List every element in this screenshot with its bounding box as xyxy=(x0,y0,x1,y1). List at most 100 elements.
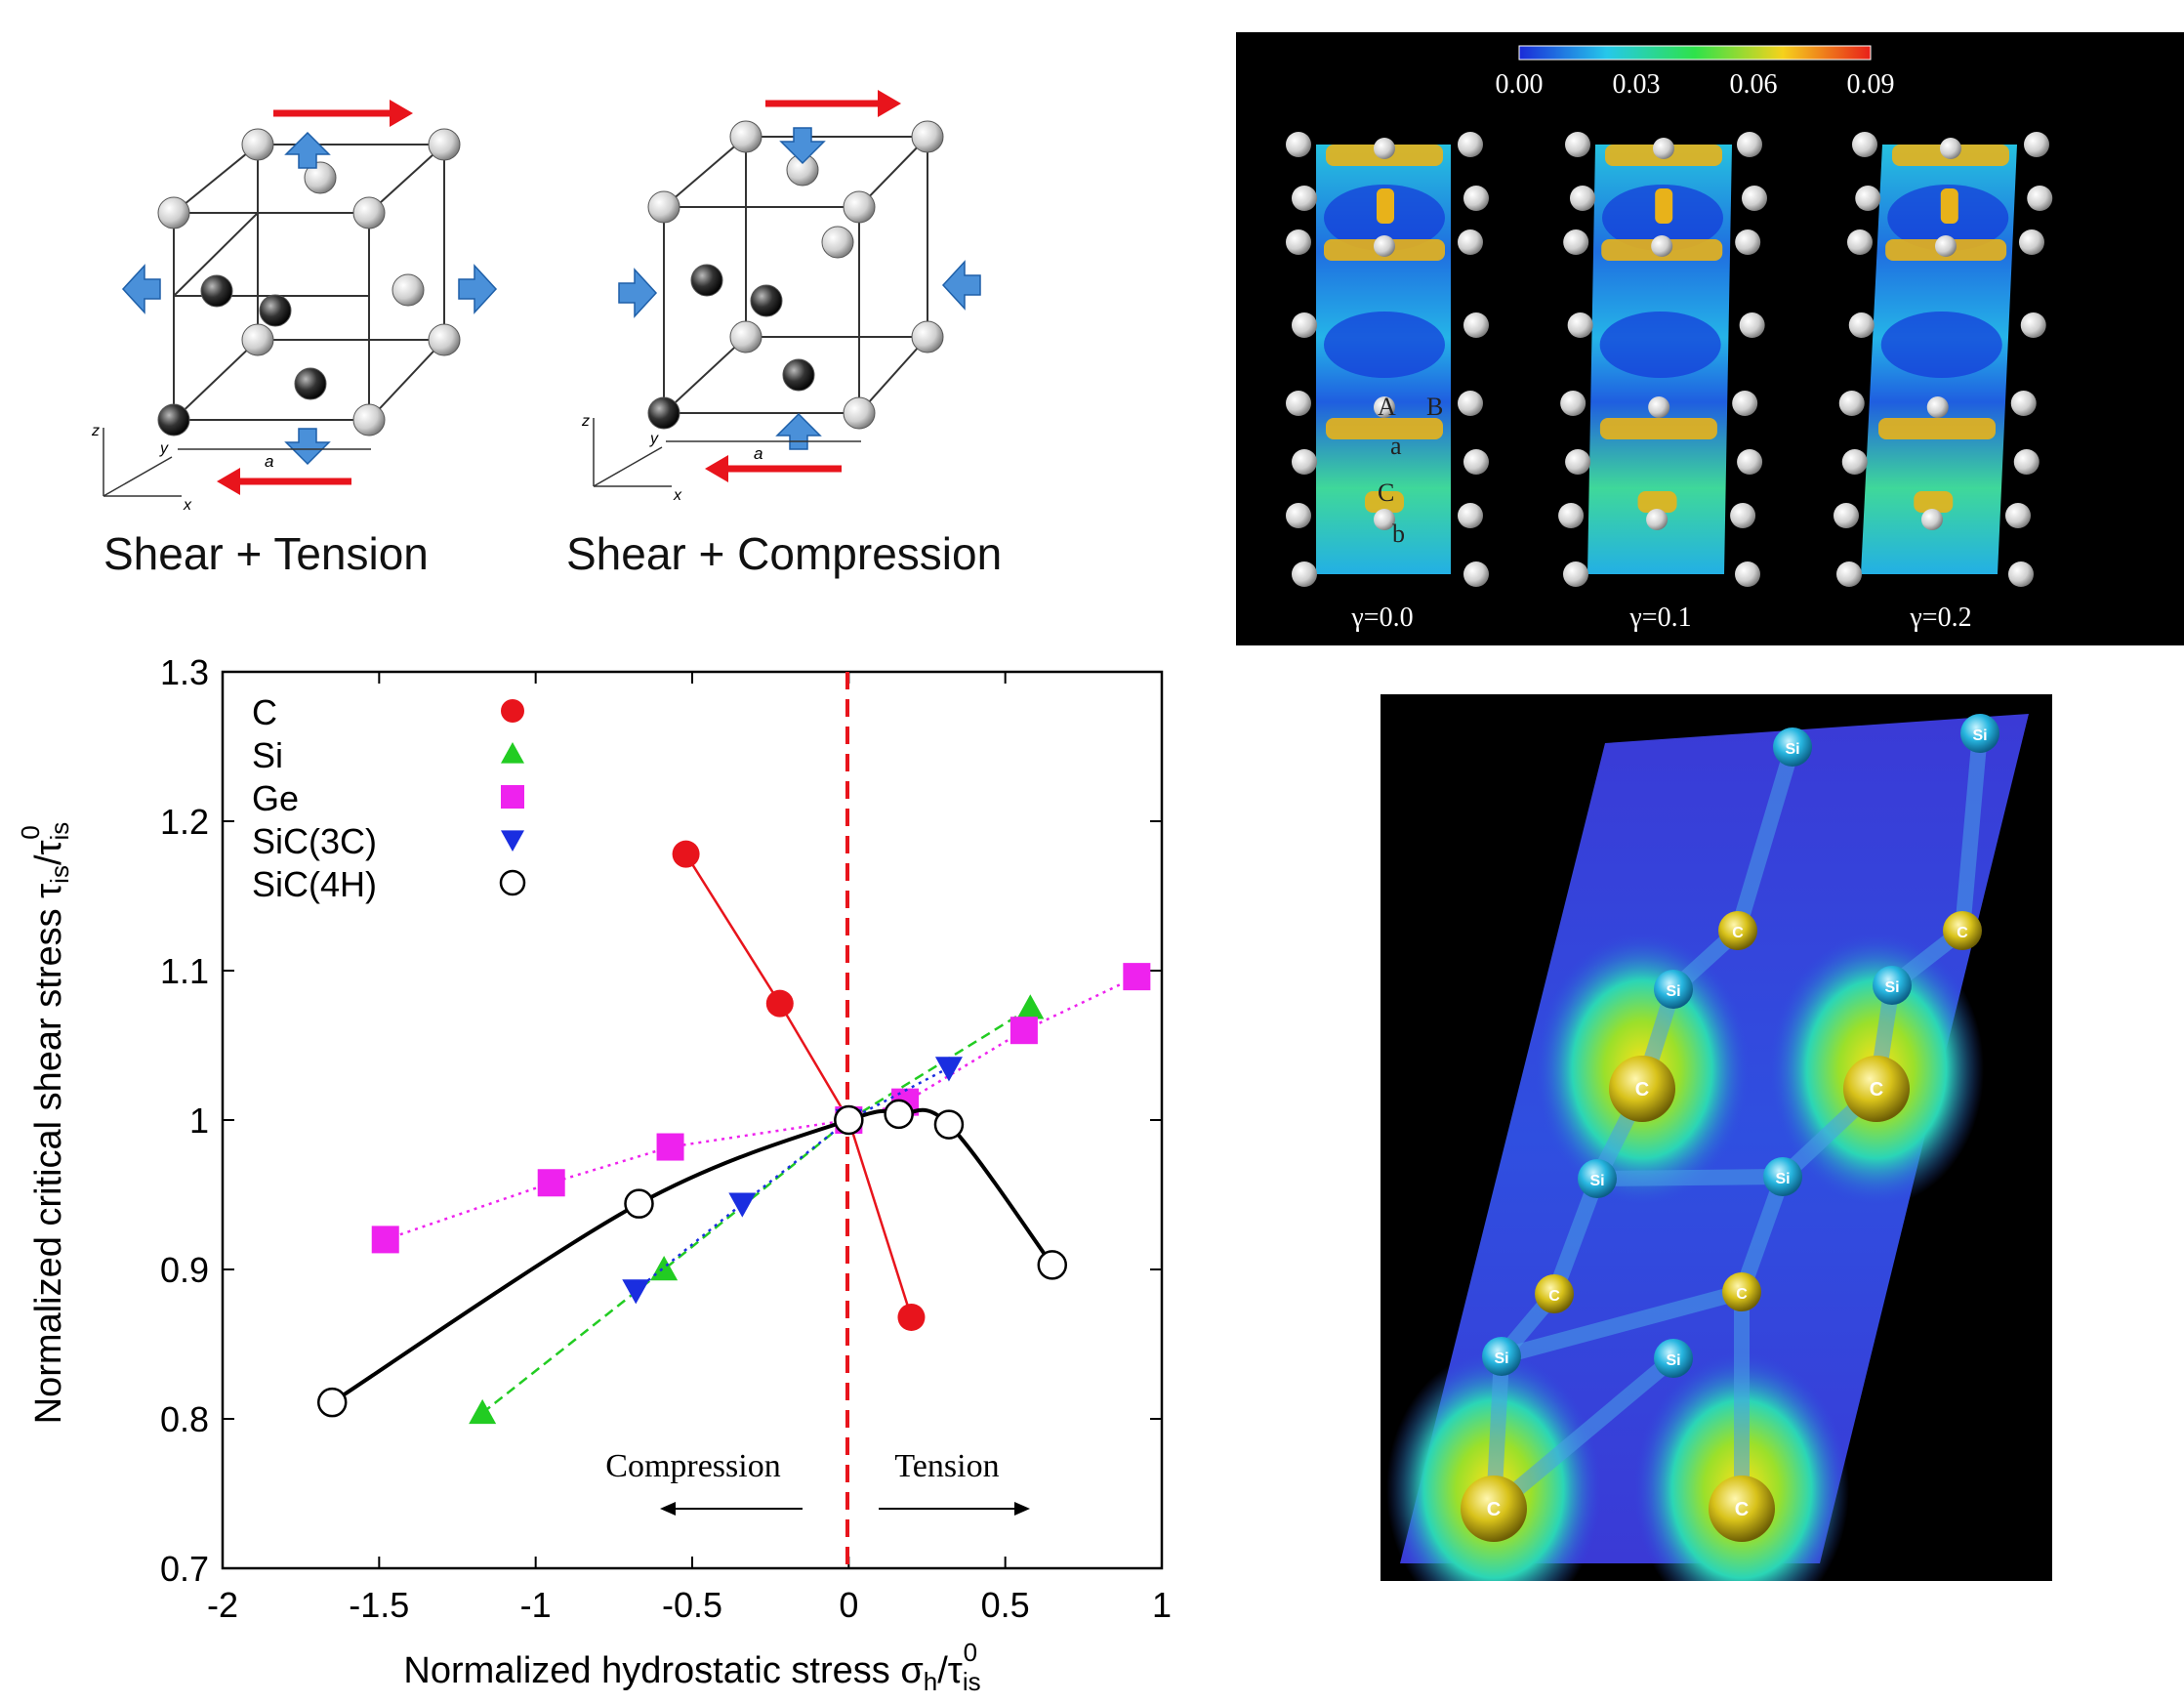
charge-isosurface xyxy=(1940,188,1958,224)
x-axis-label-text: Normalized hydrostatic stress σ xyxy=(403,1650,923,1691)
lattice-atom xyxy=(1735,561,1760,587)
lattice-atom xyxy=(1458,391,1483,416)
cube-left-lattice-label: a xyxy=(265,452,273,471)
legend-marker xyxy=(501,699,524,723)
carbon-atom-label: C xyxy=(1548,1288,1560,1305)
low-density-region xyxy=(1324,312,1445,378)
bond xyxy=(1589,1169,1791,1186)
atom-left-dark-0 xyxy=(200,274,233,308)
atom-left-0 xyxy=(241,128,274,161)
carbon-atom xyxy=(1718,911,1757,950)
lattice-atom xyxy=(2019,229,2044,255)
lattice-atom xyxy=(1458,503,1483,528)
compression-arrow-top xyxy=(779,127,826,165)
carbon-atom xyxy=(1461,1475,1527,1542)
caption-shear-compression: Shear + Compression xyxy=(566,528,1003,579)
lattice-atom xyxy=(1742,186,1767,211)
cube-left-axis-z: z xyxy=(91,423,100,439)
data-point xyxy=(934,1057,963,1082)
y-tick-label: 1.3 xyxy=(160,652,209,692)
site-label-a: a xyxy=(1390,432,1402,460)
lattice-atom xyxy=(1855,186,1881,211)
charge-isosurface xyxy=(1655,188,1673,224)
lattice-atom xyxy=(1737,132,1762,157)
charge-isosurface xyxy=(1637,491,1677,513)
colorbar-tick-3: 0.09 xyxy=(1847,69,1895,100)
lattice-atom xyxy=(2024,132,2049,157)
x-tick-label: -1.5 xyxy=(349,1585,409,1625)
cube-right-lattice-label: a xyxy=(754,444,762,463)
lattice-atom xyxy=(1737,449,1763,475)
silicon-atom-label: Si xyxy=(1884,979,1899,996)
lattice-atom xyxy=(1458,229,1483,255)
lattice-atom xyxy=(1735,229,1761,255)
carbon-atom-label: C xyxy=(1870,1079,1883,1101)
carbon-atom-label: C xyxy=(1736,1286,1748,1303)
charge-isosurface xyxy=(1599,418,1717,439)
colorbar-tick-1: 0.03 xyxy=(1613,69,1661,100)
lattice-atom xyxy=(1463,312,1489,338)
lattice-atom xyxy=(1558,503,1585,528)
chart-ticks: -2 -1.5 -1 -0.5 0 0.5 1 0.7 0.8 0.9 1 1.1 1.2 1.3 xyxy=(160,652,1172,1625)
lattice-atom xyxy=(1653,138,1674,159)
charge-isosurface xyxy=(1377,188,1394,224)
lattice-atom xyxy=(1463,449,1489,475)
legend-marker xyxy=(501,830,524,852)
lattice-atom xyxy=(1852,132,1877,157)
lattice-atom xyxy=(1567,312,1593,338)
bond xyxy=(1955,726,1988,938)
silicon-atom xyxy=(1763,1157,1802,1196)
cube-shear-compression xyxy=(663,136,928,414)
strain-label-1: γ=0.1 xyxy=(1628,603,1691,633)
atom-left-1 xyxy=(428,128,461,161)
lattice-atom xyxy=(1374,235,1395,257)
colorbar-tick-2: 0.06 xyxy=(1730,69,1778,100)
lattice-atom xyxy=(1563,561,1588,587)
y-tick-label: 0.7 xyxy=(160,1549,209,1589)
data-point xyxy=(933,1109,965,1140)
carbon-atom xyxy=(1709,1475,1775,1542)
site-label-B: B xyxy=(1426,393,1443,421)
cube-left-axes: z y x xyxy=(91,423,192,514)
lattice-atom xyxy=(1570,186,1595,211)
lattice-atom xyxy=(1838,391,1865,416)
atom-right-4 xyxy=(729,320,762,353)
x-tick-label: 0.5 xyxy=(981,1585,1030,1625)
density-panel-svg: 0.00 0.03 0.06 0.09 A B a C b γ=0.0 γ=0.… xyxy=(1286,45,2053,633)
y-tick-label: 1 xyxy=(189,1101,209,1141)
charge-isosurface xyxy=(1878,418,1996,439)
carbon-atom-label: C xyxy=(1735,1499,1749,1520)
lattice-atom xyxy=(1648,396,1670,418)
x-tick-label: -0.5 xyxy=(662,1585,722,1625)
bond xyxy=(1494,1284,1750,1364)
lattice-atom xyxy=(1921,509,1943,530)
legend-marker xyxy=(501,742,524,764)
tension-arrow-bottom xyxy=(284,428,331,466)
atom-right-3 xyxy=(647,190,680,224)
lattice-atom xyxy=(1286,229,1311,255)
cube-right-axis-z: z xyxy=(581,413,590,430)
lattice-atom xyxy=(1565,449,1591,475)
bond-network: Si Si C C Si Si C C Si Si C C Si Si C C xyxy=(1386,714,1999,1626)
tension-arrow-top xyxy=(284,131,331,169)
low-density-region xyxy=(1880,312,2002,378)
lattice-atom xyxy=(2013,449,2040,475)
data-point xyxy=(537,1169,565,1197)
cube-left-axis-x: x xyxy=(183,497,192,514)
carbon-atom-label: C xyxy=(1957,925,1968,941)
lattice-atom xyxy=(2020,312,2046,338)
silicon-atom xyxy=(1873,966,1912,1005)
cube-right-lattice-a: a xyxy=(666,440,861,463)
lattice-atom xyxy=(1926,396,1949,418)
data-point xyxy=(469,1398,497,1425)
y-axis-slash: /τ xyxy=(28,840,69,865)
y-axis-label: Normalized critical shear stress τis/τis… xyxy=(16,822,74,1425)
annotation-compression: Compression xyxy=(605,1448,780,1484)
x-tick-label: -1 xyxy=(520,1585,552,1625)
lattice-atom xyxy=(1847,229,1873,255)
series-line xyxy=(331,1107,1054,1404)
site-label-C: C xyxy=(1378,478,1394,507)
atom-right-5 xyxy=(911,320,944,353)
site-label-A: A xyxy=(1378,393,1396,421)
